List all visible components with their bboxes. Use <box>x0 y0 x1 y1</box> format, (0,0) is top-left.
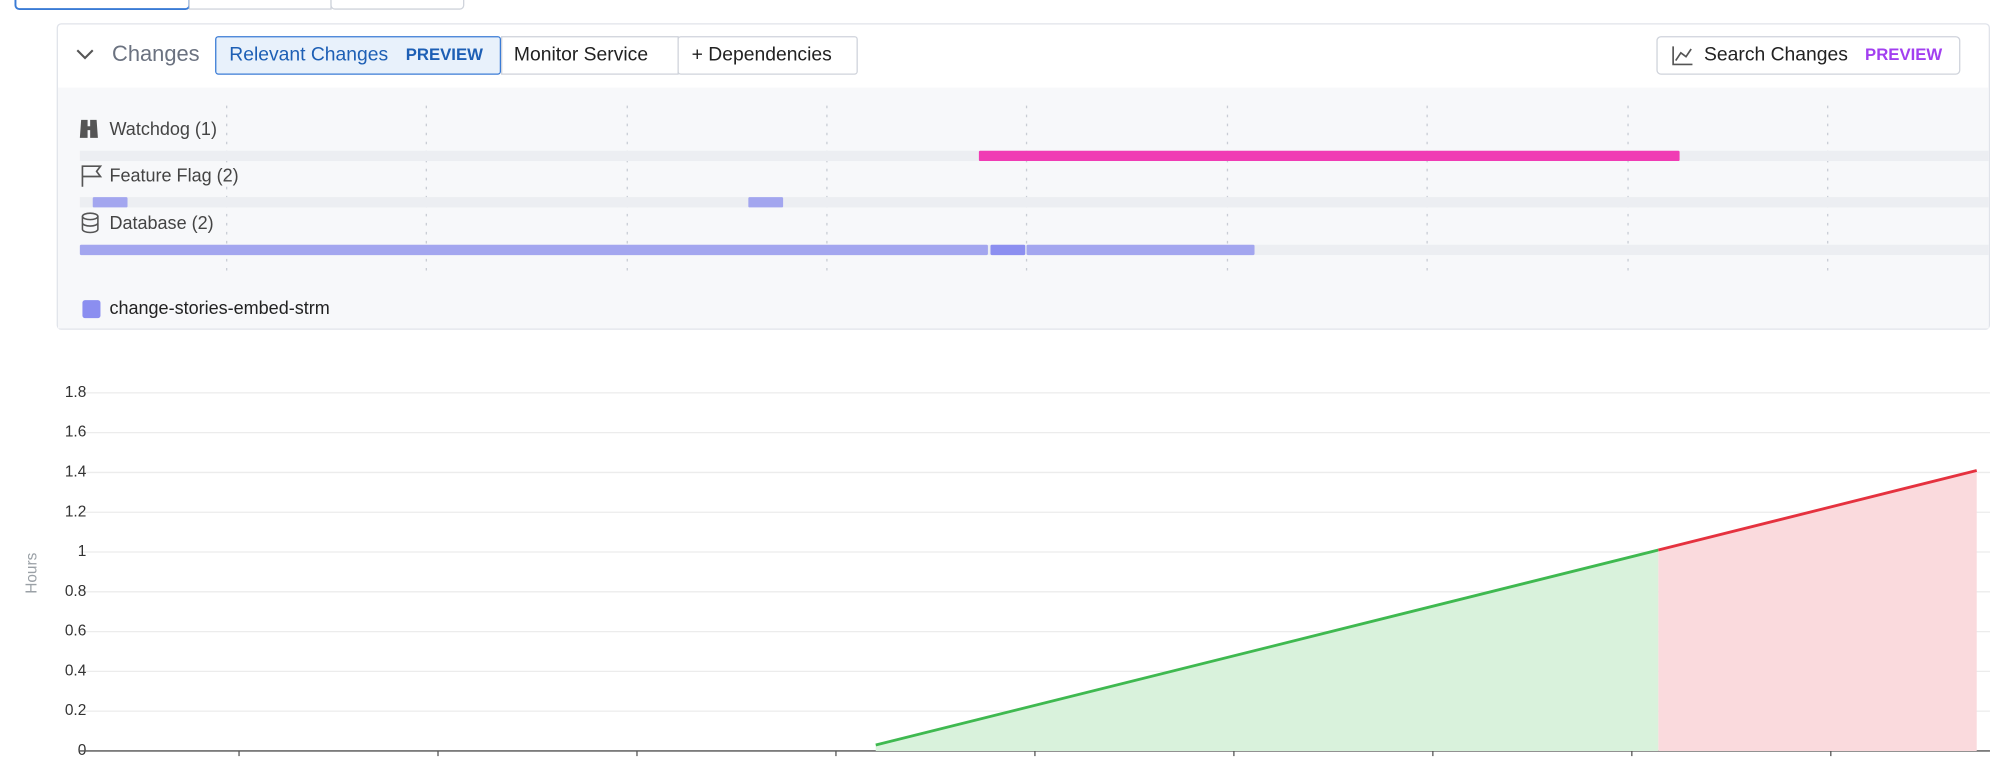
y-tick-label: 1.4 <box>65 464 87 481</box>
legend-swatch <box>82 300 101 319</box>
legend-label: change-stories-embed-strm <box>109 298 329 318</box>
dependencies-button[interactable] <box>677 36 858 75</box>
flag-icon <box>81 165 103 187</box>
binoculars-icon <box>79 119 98 138</box>
preview-badge: PREVIEW <box>1865 45 1942 64</box>
chart-icon <box>1672 46 1693 66</box>
y-tick-label: 0.8 <box>65 583 86 600</box>
monitor-service-button[interactable] <box>501 36 679 75</box>
y-tick-label: 1.2 <box>65 503 86 520</box>
database-event[interactable] <box>79 244 988 256</box>
row-label: Watchdog (1) <box>109 119 216 139</box>
y-axis-label: Hours <box>23 552 40 593</box>
tab[interactable] <box>330 0 465 10</box>
row-label: Database (2) <box>109 213 213 233</box>
database-event[interactable] <box>1026 244 1255 256</box>
tab[interactable] <box>188 0 332 10</box>
database-icon <box>81 212 99 234</box>
track <box>79 197 1989 208</box>
line <box>875 548 1659 747</box>
tab[interactable] <box>14 0 191 11</box>
watchdog-event[interactable] <box>978 150 1680 162</box>
y-tick-label: 0.4 <box>65 662 87 679</box>
row-label: Feature Flag (2) <box>109 165 238 185</box>
area <box>1658 470 1977 751</box>
y-tick-label: 1.6 <box>65 424 86 441</box>
area <box>875 550 1659 751</box>
line <box>1658 469 1978 552</box>
y-tick-label: 0.2 <box>65 702 86 719</box>
button-label: Monitor Service <box>514 45 648 66</box>
search-changes-button[interactable] <box>1656 36 1961 75</box>
y-tick-label: 0.6 <box>65 623 86 640</box>
y-tick-label: 1 <box>78 543 87 560</box>
database-event[interactable] <box>990 244 1026 256</box>
preview-badge: PREVIEW <box>406 45 483 64</box>
button-label: Search Changes <box>1704 45 1848 66</box>
timeline-gridlines <box>226 105 1829 274</box>
collapse-chevron[interactable] <box>76 49 94 60</box>
button-label: + Dependencies <box>692 45 832 66</box>
feature-flag-event[interactable] <box>748 197 784 208</box>
feature-flag-event[interactable] <box>92 197 128 208</box>
relevant-changes-button[interactable] <box>215 36 502 75</box>
button-label: Relevant Changes <box>229 45 388 66</box>
plot: 00.20.40.60.811.21.41.61.810:4511:0011:1… <box>65 384 1990 759</box>
panel-title: Changes <box>112 41 200 66</box>
y-tick-label: 1.8 <box>65 384 86 401</box>
timeline-area <box>57 87 1989 329</box>
